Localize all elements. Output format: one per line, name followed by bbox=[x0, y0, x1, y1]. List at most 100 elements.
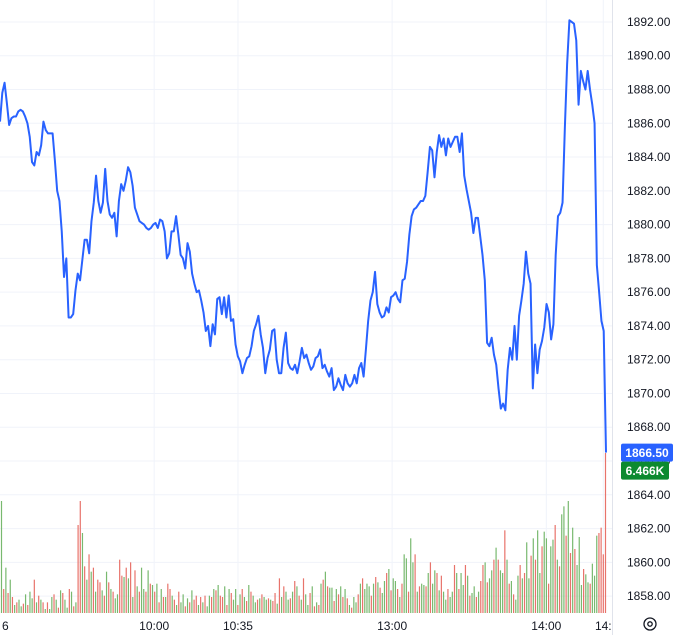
volume-bar bbox=[239, 594, 241, 613]
volume-bar bbox=[38, 595, 40, 613]
volume-bar bbox=[40, 599, 42, 613]
volume-bar bbox=[274, 593, 276, 613]
volume-bar bbox=[556, 559, 558, 613]
volume-bar bbox=[580, 585, 583, 613]
volume-bar bbox=[75, 602, 77, 613]
volume-bar bbox=[108, 582, 110, 613]
volume-bar bbox=[364, 589, 366, 613]
volume-bar bbox=[447, 589, 449, 613]
volume-bar bbox=[407, 591, 410, 613]
y-tick-label: 1870.00 bbox=[627, 386, 671, 400]
volume-bar bbox=[351, 607, 353, 613]
volume-bar bbox=[265, 599, 267, 613]
volume-bar bbox=[473, 586, 475, 613]
x-tick-label: 10:00 bbox=[139, 619, 169, 633]
volume-bar bbox=[130, 562, 132, 613]
volume-bar bbox=[434, 570, 436, 613]
last-price-text: 1866.50 bbox=[625, 446, 669, 460]
y-tick-label: 1872.00 bbox=[627, 353, 671, 367]
volume-bar bbox=[410, 538, 412, 613]
volume-bar bbox=[123, 577, 125, 613]
time-axis[interactable]: 6 10:00 10:35 13:00 14:00 14: bbox=[2, 619, 612, 633]
volume-bar bbox=[14, 605, 16, 613]
volume-bar bbox=[480, 581, 482, 613]
volume-bar bbox=[388, 569, 390, 613]
volume-bar bbox=[565, 535, 567, 613]
price-axis[interactable]: 1858.001860.001862.001864.001866.001868.… bbox=[627, 15, 671, 603]
volume-bar bbox=[88, 554, 90, 613]
volume-bar bbox=[202, 602, 204, 613]
volume-bar bbox=[368, 586, 370, 613]
volume-bar bbox=[458, 589, 460, 613]
y-tick-label: 1882.00 bbox=[627, 184, 671, 198]
volume-bar bbox=[440, 575, 442, 613]
volume-bar bbox=[318, 605, 320, 613]
volume-bar bbox=[230, 593, 232, 613]
volume-bar bbox=[81, 533, 84, 613]
volume-bar bbox=[561, 514, 563, 613]
volume-bar bbox=[298, 595, 300, 613]
volume-bar bbox=[445, 599, 447, 613]
x-tick-label: 6 bbox=[2, 619, 9, 633]
volume-bar bbox=[403, 554, 405, 613]
volume-bar bbox=[598, 533, 600, 613]
volume-bar bbox=[136, 586, 138, 613]
volume-bar bbox=[143, 589, 145, 613]
volume-bar bbox=[116, 594, 119, 613]
volume-bar bbox=[405, 558, 407, 613]
volume-bar bbox=[379, 587, 381, 613]
volume-bar bbox=[523, 573, 526, 613]
gear-icon[interactable] bbox=[641, 615, 659, 633]
volume-bar bbox=[589, 583, 591, 613]
volume-bar bbox=[241, 589, 243, 613]
last-volume-badge bbox=[621, 461, 669, 480]
volume-bar bbox=[316, 602, 318, 613]
volume-bar bbox=[537, 530, 539, 613]
volume-bar bbox=[112, 591, 114, 613]
volume-bar bbox=[261, 594, 263, 613]
volume-bar bbox=[191, 590, 193, 613]
volume-bar bbox=[99, 582, 101, 613]
volume-bar bbox=[213, 589, 215, 613]
volume-bar bbox=[519, 565, 521, 613]
volume-bar bbox=[237, 605, 239, 613]
y-tick-label: 1864.00 bbox=[627, 488, 671, 502]
volume-bar bbox=[125, 567, 127, 613]
volume-bar bbox=[576, 565, 578, 613]
volume-bar bbox=[353, 597, 355, 613]
volume-bar bbox=[506, 559, 508, 613]
volume-bar bbox=[53, 594, 55, 613]
volume-bars bbox=[0, 453, 607, 613]
volume-bar bbox=[421, 583, 423, 613]
volume-bar bbox=[232, 599, 235, 613]
volume-bar bbox=[477, 591, 480, 613]
last-volume-label: 6.466K bbox=[621, 461, 669, 480]
volume-bar bbox=[569, 553, 572, 613]
volume-bar bbox=[165, 597, 167, 613]
volume-bar bbox=[49, 609, 51, 613]
volume-bar bbox=[46, 602, 49, 613]
volume-bar bbox=[243, 597, 246, 613]
volume-bar bbox=[593, 575, 596, 613]
volume-bar bbox=[86, 579, 88, 613]
volume-bar bbox=[357, 594, 359, 613]
volume-bar bbox=[414, 554, 416, 613]
volume-bar bbox=[22, 603, 24, 613]
volume-bar bbox=[567, 501, 569, 613]
volume-bar bbox=[18, 599, 20, 613]
volume-bar bbox=[33, 579, 35, 613]
volume-bar bbox=[545, 538, 548, 613]
volume-bar bbox=[572, 527, 574, 613]
volume-bar bbox=[326, 586, 329, 613]
volume-bar bbox=[97, 579, 99, 613]
volume-bar bbox=[311, 586, 313, 613]
grid bbox=[0, 0, 613, 635]
volume-bar bbox=[355, 602, 357, 613]
volume-bar bbox=[90, 571, 92, 613]
volume-bar bbox=[184, 606, 186, 613]
volume-bar bbox=[372, 583, 375, 613]
volume-bar bbox=[361, 578, 364, 613]
last-value-labels: 1866.50 6.466K bbox=[621, 443, 673, 480]
volume-bar bbox=[394, 581, 397, 613]
